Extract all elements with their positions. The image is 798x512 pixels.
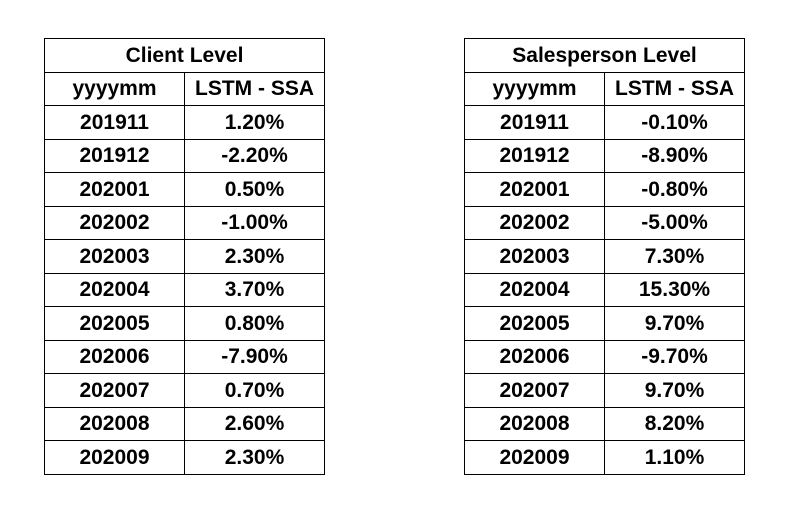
value-cell: 0.70% xyxy=(184,373,325,408)
table-row: 202004 3.70% xyxy=(44,272,325,307)
value-cell: 0.50% xyxy=(184,172,325,207)
table-row: 202007 9.70% xyxy=(464,373,745,408)
value-cell: 3.70% xyxy=(184,272,325,307)
month-cell: 202002 xyxy=(44,205,185,240)
month-cell: 202007 xyxy=(464,373,605,408)
table-row: 201912 -2.20% xyxy=(44,138,325,173)
month-cell: 202005 xyxy=(44,306,185,341)
column-header-lstm-ssa: LSTM - SSA xyxy=(604,71,745,106)
value-cell: 7.30% xyxy=(604,239,745,274)
month-cell: 202004 xyxy=(44,272,185,307)
value-cell: -8.90% xyxy=(604,138,745,173)
table-row: 202005 0.80% xyxy=(44,306,325,341)
month-cell: 201912 xyxy=(464,138,605,173)
salesperson-level-table: Salesperson Level yyyymm LSTM - SSA 2019… xyxy=(464,38,745,475)
table-row: 202001 -0.80% xyxy=(464,172,745,207)
month-cell: 202008 xyxy=(464,406,605,441)
table-header-row: yyyymm LSTM - SSA xyxy=(44,71,325,106)
value-cell: -0.10% xyxy=(604,105,745,140)
value-cell: -5.00% xyxy=(604,205,745,240)
table-row: 202006 -7.90% xyxy=(44,339,325,374)
value-cell: 8.20% xyxy=(604,406,745,441)
table-body: 201911 1.20% 201912 -2.20% 202001 0.50% 202002… xyxy=(44,105,325,475)
value-cell: -0.80% xyxy=(604,172,745,207)
table-row: 202003 7.30% xyxy=(464,239,745,274)
month-cell: 201912 xyxy=(44,138,185,173)
month-cell: 202006 xyxy=(44,339,185,374)
column-header-lstm-ssa: LSTM - SSA xyxy=(184,71,325,106)
month-cell: 202001 xyxy=(44,172,185,207)
month-cell: 202003 xyxy=(44,239,185,274)
table-row: 202008 8.20% xyxy=(464,406,745,441)
table-row: 201912 -8.90% xyxy=(464,138,745,173)
value-cell: 9.70% xyxy=(604,306,745,341)
month-cell: 202002 xyxy=(464,205,605,240)
table-title-row: Salesperson Level xyxy=(464,38,745,73)
table-row: 202007 0.70% xyxy=(44,373,325,408)
month-cell: 201911 xyxy=(464,105,605,140)
table-row: 202006 -9.70% xyxy=(464,339,745,374)
table-row: 202004 15.30% xyxy=(464,272,745,307)
month-cell: 202007 xyxy=(44,373,185,408)
table-row: 201911 1.20% xyxy=(44,105,325,140)
table-title-row: Client Level xyxy=(44,38,325,73)
table-row: 202002 -1.00% xyxy=(44,205,325,240)
table-title: Salesperson Level xyxy=(464,38,745,73)
table-row: 202009 1.10% xyxy=(464,440,745,475)
value-cell: 1.10% xyxy=(604,440,745,475)
month-cell: 202006 xyxy=(464,339,605,374)
table-row: 202009 2.30% xyxy=(44,440,325,475)
table-row: 202003 2.30% xyxy=(44,239,325,274)
month-cell: 202005 xyxy=(464,306,605,341)
table-row: 202008 2.60% xyxy=(44,406,325,441)
value-cell: 0.80% xyxy=(184,306,325,341)
value-cell: -1.00% xyxy=(184,205,325,240)
value-cell: 2.60% xyxy=(184,406,325,441)
month-cell: 202004 xyxy=(464,272,605,307)
value-cell: -7.90% xyxy=(184,339,325,374)
month-cell: 202001 xyxy=(464,172,605,207)
month-cell: 202008 xyxy=(44,406,185,441)
value-cell: 15.30% xyxy=(604,272,745,307)
value-cell: 2.30% xyxy=(184,440,325,475)
client-level-table: Client Level yyyymm LSTM - SSA 201911 1.2… xyxy=(44,38,325,475)
value-cell: -2.20% xyxy=(184,138,325,173)
table-row: 202001 0.50% xyxy=(44,172,325,207)
table-row: 201911 -0.10% xyxy=(464,105,745,140)
month-cell: 202003 xyxy=(464,239,605,274)
month-cell: 202009 xyxy=(44,440,185,475)
value-cell: 9.70% xyxy=(604,373,745,408)
column-header-yyyymm: yyyymm xyxy=(44,71,185,106)
table-body: 201911 -0.10% 201912 -8.90% 202001 -0.80% 2020… xyxy=(464,105,745,475)
table-row: 202005 9.70% xyxy=(464,306,745,341)
table-header-row: yyyymm LSTM - SSA xyxy=(464,71,745,106)
value-cell: 1.20% xyxy=(184,105,325,140)
value-cell: -9.70% xyxy=(604,339,745,374)
column-header-yyyymm: yyyymm xyxy=(464,71,605,106)
month-cell: 201911 xyxy=(44,105,185,140)
table-title: Client Level xyxy=(44,38,325,73)
month-cell: 202009 xyxy=(464,440,605,475)
value-cell: 2.30% xyxy=(184,239,325,274)
table-row: 202002 -5.00% xyxy=(464,205,745,240)
